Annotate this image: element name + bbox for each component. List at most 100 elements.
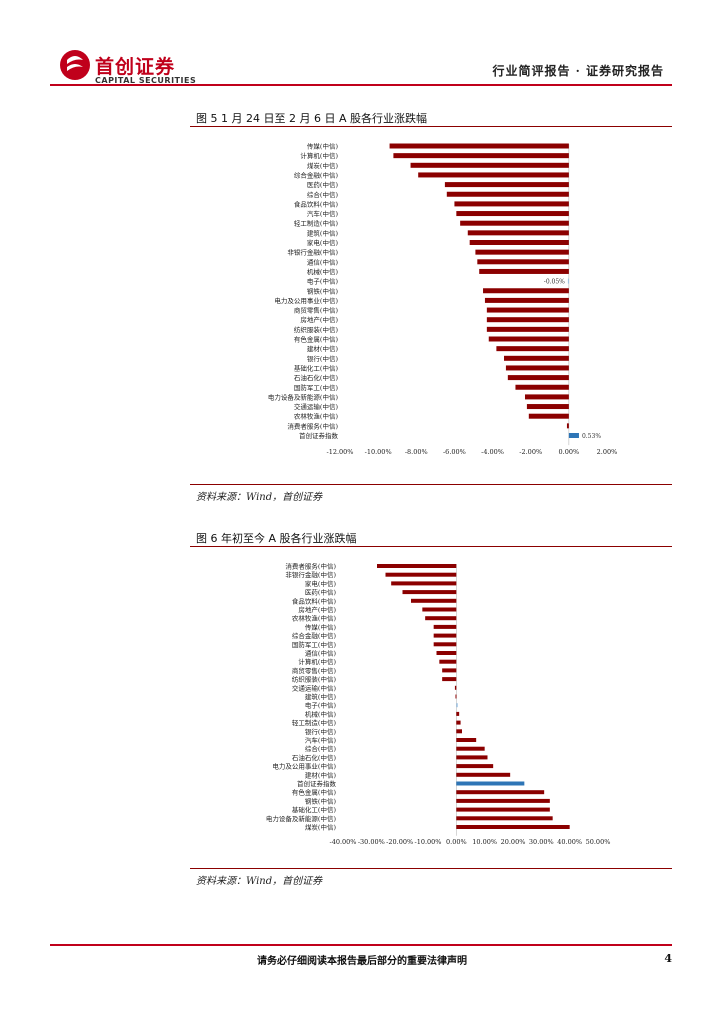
bar: [456, 729, 462, 734]
category-label: 建材(中信): [305, 770, 337, 779]
category-label: 纺织服装(中信): [292, 675, 337, 684]
bar: [425, 616, 457, 621]
bar: [528, 413, 569, 419]
category-label: 建筑(中信): [305, 692, 337, 701]
category-label: 钢铁(中信): [307, 286, 339, 295]
category-label: 医药(中信): [307, 180, 339, 189]
report-header: 首创证券 CAPITAL SECURITIES 行业简评报告 · 证券研究报告: [50, 48, 672, 85]
category-label: 传媒(中信): [305, 622, 337, 631]
bar: [460, 220, 569, 226]
category-label: 汽车(中信): [307, 209, 339, 218]
bar: [504, 355, 569, 361]
bar: [477, 259, 569, 265]
bar: [483, 288, 569, 294]
bar: [456, 798, 550, 803]
figure5-chart-svg: 传媒(中信)计算机(中信)煤炭(中信)综合金融(中信)医药(中信)综合(中信)食…: [268, 142, 618, 457]
category-label: 基础化工(中信): [294, 363, 339, 372]
bar: [567, 278, 569, 284]
bar: [496, 346, 569, 352]
category-label: 电力及公用事业(中信): [272, 762, 336, 771]
figure5-chart: 传媒(中信) 计算机(中信) 煤炭(中信) 综合金融(中信) 医药(中信) 综合(中信) 食…: [190, 130, 672, 474]
category-label: 计算机(中信): [298, 657, 336, 666]
category-label: 房地产(中信): [300, 315, 338, 324]
category-label: 国防军工(中信): [294, 383, 339, 392]
category-label: 家电(中信): [305, 579, 337, 588]
x-tick-label: -12.00%: [327, 448, 354, 456]
page-number: 4: [664, 952, 672, 965]
category-label: 通信(中信): [305, 649, 337, 658]
category-label: 石油石化(中信): [294, 373, 339, 382]
category-label: 汽车(中信): [305, 736, 337, 745]
category-label: 综合(中信): [305, 744, 337, 753]
category-label: 综合(中信): [307, 190, 339, 199]
x-tick-label: -40.00%: [330, 838, 357, 846]
figure6-title: 图 6 年初至今 A 股各行业涨跌幅: [196, 532, 357, 545]
bar: [422, 607, 457, 612]
bar: [505, 365, 569, 371]
figure6-top-rule: [190, 546, 672, 547]
x-tick-label: 40.00%: [557, 838, 582, 846]
category-label: 商贸零售(中信): [292, 666, 337, 675]
category-label: 电子(中信): [307, 277, 339, 286]
bar: [484, 297, 569, 303]
bar: [566, 423, 569, 429]
category-label: 银行(中信): [305, 727, 337, 736]
category-label: 电力及公用事业(中信): [274, 296, 338, 305]
category-label: 传媒(中信): [307, 142, 339, 151]
category-label: 综合金融(中信): [294, 170, 339, 179]
category-label: 建筑(中信): [307, 228, 339, 237]
category-label: 非银行金融(中信): [285, 570, 336, 579]
x-tick-label: -2.00%: [519, 448, 542, 456]
x-tick-label: -6.00%: [443, 448, 466, 456]
footer-rule: [50, 944, 672, 946]
category-label: 轻工制造(中信): [294, 219, 339, 228]
category-label: 机械(中信): [305, 709, 337, 718]
figure6-chart: 消费者服务(中信) 非银行金融(中信) 家电(中信) 医药(中信) 食品饮料(中信) 房地…: [190, 556, 672, 860]
bar: [515, 384, 569, 390]
bar: [454, 201, 569, 207]
category-label: 电子(中信): [305, 701, 337, 710]
x-tick-label: -30.00%: [358, 838, 385, 846]
x-tick-label: 0.00%: [446, 838, 467, 846]
x-tick-label: 0.00%: [559, 448, 580, 456]
bar: [456, 790, 545, 795]
bar: [442, 668, 457, 673]
header-title: 行业简评报告 · 证券研究报告: [492, 64, 664, 78]
category-label: 建材(中信): [307, 344, 339, 353]
bar: [444, 182, 569, 188]
category-label: 轻工制造(中信): [292, 718, 337, 727]
bar: [411, 598, 457, 603]
figure5-source: 资料来源：Wind，首创证券: [196, 492, 323, 503]
bar: [436, 651, 457, 655]
category-label: 电力设备及新能源(中信): [266, 814, 337, 823]
x-tick-label: 30.00%: [529, 838, 554, 846]
category-label: 综合金融(中信): [292, 631, 337, 640]
category-label: 首创证券指数: [297, 779, 337, 788]
category-label: 家电(中信): [307, 238, 339, 247]
bar: [439, 659, 457, 664]
category-label: 煤炭(中信): [307, 161, 339, 170]
category-label: 通信(中信): [307, 257, 339, 266]
category-label: 机械(中信): [307, 267, 339, 276]
x-tick-label: 10.00%: [472, 838, 497, 846]
x-tick-label: 2.00%: [597, 448, 618, 456]
bar: [524, 394, 569, 400]
data-label: 0.53%: [582, 433, 601, 440]
figure5-top-rule: [190, 126, 672, 127]
bar: [433, 624, 457, 629]
logo-english: CAPITAL SECURITIES: [95, 76, 197, 85]
bar: [456, 807, 550, 812]
bar: [507, 375, 569, 381]
bar: [410, 162, 569, 168]
bar: [456, 703, 458, 708]
category-label: 电力设备及新能源(中信): [268, 392, 339, 401]
bar: [446, 191, 569, 197]
bar: [486, 307, 569, 313]
bar: [488, 336, 569, 342]
data-label: -0.05%: [544, 279, 565, 286]
bar: [486, 317, 569, 323]
category-label: 商贸零售(中信): [294, 306, 339, 315]
bar: [393, 153, 569, 159]
x-tick-label: 50.00%: [586, 838, 611, 846]
header-rule: [50, 84, 672, 86]
